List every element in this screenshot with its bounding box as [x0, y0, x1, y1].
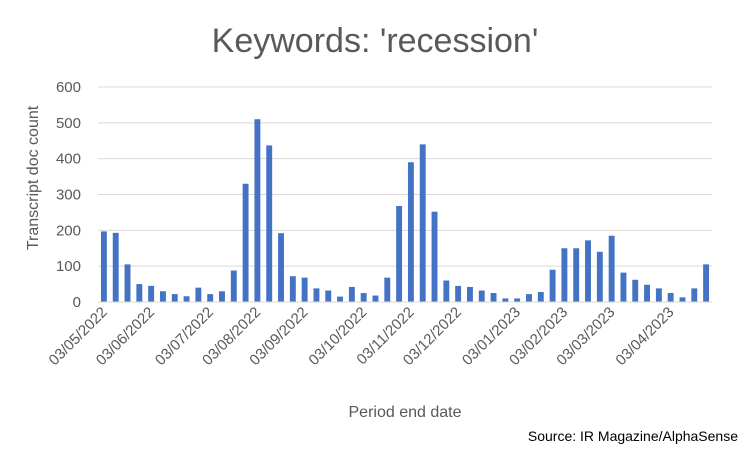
bar	[313, 288, 320, 302]
chart-title: Keywords: 'recession'	[212, 22, 539, 60]
bar	[254, 119, 261, 302]
bar	[195, 287, 202, 302]
bar	[632, 279, 639, 302]
bars	[100, 119, 710, 302]
bar	[159, 291, 166, 302]
y-tick-label: 0	[73, 294, 81, 311]
bar	[183, 296, 190, 302]
bar	[372, 295, 379, 302]
bar	[100, 231, 107, 302]
y-tick-label: 100	[56, 258, 81, 275]
bar	[490, 293, 497, 302]
bar	[337, 296, 344, 302]
bar	[124, 264, 131, 302]
y-axis-ticks: 0 100 200 300 400 500 600	[56, 79, 81, 311]
bar	[443, 280, 450, 302]
bar	[608, 235, 615, 302]
y-tick-label: 200	[56, 222, 81, 239]
bar	[278, 233, 284, 302]
bar	[620, 272, 627, 302]
bar	[526, 294, 532, 302]
gridlines	[98, 86, 712, 267]
y-tick-label: 400	[56, 151, 81, 168]
bar	[230, 270, 237, 302]
bar	[171, 294, 178, 302]
bar	[242, 183, 249, 302]
bar	[396, 205, 403, 302]
bar	[325, 290, 332, 302]
bar	[502, 298, 509, 302]
bar	[596, 251, 603, 302]
bar	[384, 277, 391, 302]
bar	[112, 232, 119, 302]
y-tick-label: 300	[56, 187, 81, 204]
y-tick-label: 500	[56, 115, 81, 132]
bar	[667, 293, 674, 302]
bar	[348, 286, 355, 302]
bar	[537, 291, 544, 302]
bar	[478, 290, 485, 302]
bar	[644, 284, 651, 302]
bar	[360, 293, 367, 302]
bar	[549, 269, 556, 302]
bar	[561, 248, 568, 302]
bar	[148, 285, 155, 302]
bar	[585, 240, 591, 302]
y-tick-label: 600	[56, 79, 81, 96]
y-axis-label: Transcript doc count	[25, 105, 42, 250]
bar	[691, 288, 698, 302]
bar	[301, 277, 308, 302]
bar	[573, 248, 580, 302]
bar	[431, 211, 438, 302]
bar	[207, 294, 214, 302]
x-tick-label: 03/04/2023	[612, 304, 677, 369]
bar	[419, 144, 426, 302]
bar	[655, 288, 662, 302]
x-axis-label: Period end date	[349, 404, 462, 421]
bar	[136, 284, 143, 302]
bar	[407, 162, 414, 302]
bar	[514, 298, 521, 302]
source-note: Source: IR Magazine/AlphaSense	[528, 428, 738, 444]
x-axis-ticks: 03/05/202203/06/202203/07/202203/08/2022…	[46, 304, 678, 369]
bar	[455, 285, 462, 302]
bar	[466, 286, 473, 302]
bar	[219, 291, 225, 302]
bar	[266, 145, 273, 302]
bar	[289, 276, 296, 302]
bar	[679, 297, 686, 302]
bar	[703, 264, 710, 302]
